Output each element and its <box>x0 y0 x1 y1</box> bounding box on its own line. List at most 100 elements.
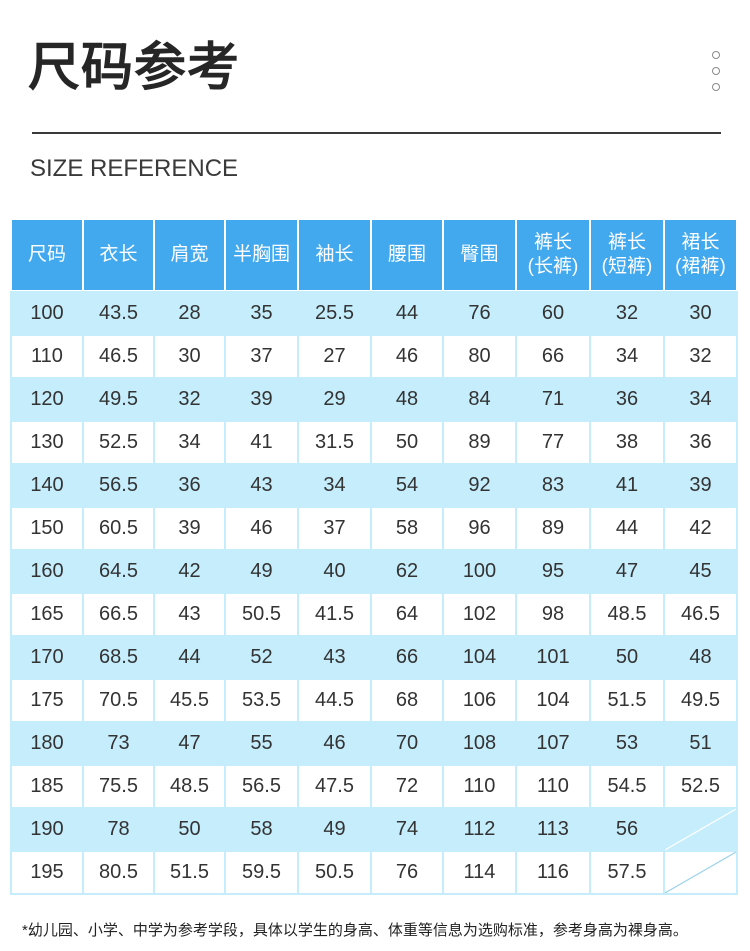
measurement-cell: 51 <box>665 723 736 764</box>
measurement-cell: 64.5 <box>84 551 153 592</box>
measurement-cell: 34 <box>665 379 736 420</box>
measurement-cell: 43.5 <box>84 293 153 334</box>
measurement-cell: 32 <box>591 293 663 334</box>
measurement-cell: 84 <box>444 379 515 420</box>
measurement-cell: 49.5 <box>84 379 153 420</box>
measurement-cell: 48.5 <box>591 594 663 635</box>
measurement-cell: 42 <box>155 551 224 592</box>
measurement-cell: 37 <box>299 508 370 549</box>
table-row: 100 43.5 28 35 25.5 44 76 60 32 30 <box>12 293 736 334</box>
measurement-cell: 68 <box>372 680 442 721</box>
measurement-cell: 66.5 <box>84 594 153 635</box>
measurement-cell: 43 <box>299 637 370 678</box>
column-header-line: (裙裤) <box>675 256 726 277</box>
measurement-cell: 48 <box>372 379 442 420</box>
measurement-cell: 44 <box>155 637 224 678</box>
measurement-cell: 56 <box>591 809 663 850</box>
measurement-cell: 32 <box>155 379 224 420</box>
measurement-cell: 46 <box>226 508 297 549</box>
measurement-cell: 110 <box>517 766 589 807</box>
measurement-cell: 112 <box>444 809 515 850</box>
size-cell: 170 <box>12 637 82 678</box>
size-cell: 190 <box>12 809 82 850</box>
size-cell: 130 <box>12 422 82 463</box>
measurement-cell: 104 <box>517 680 589 721</box>
measurement-cell: 52 <box>226 637 297 678</box>
column-header: 臀围 <box>444 220 515 290</box>
column-header: 半胸围 <box>226 220 297 290</box>
measurement-cell: 76 <box>372 852 442 893</box>
table-row: 110 46.5 30 37 27 46 80 66 34 32 <box>12 336 736 377</box>
measurement-cell: 76 <box>444 293 515 334</box>
measurement-cell: 75.5 <box>84 766 153 807</box>
column-header-line: (短裤) <box>601 256 653 277</box>
measurement-cell: 66 <box>517 336 589 377</box>
column-header-line: 臀围 <box>460 244 499 265</box>
measurement-cell: 64 <box>372 594 442 635</box>
measurement-cell: 80 <box>444 336 515 377</box>
column-header-line: 肩宽 <box>170 244 209 265</box>
measurement-cell: 42 <box>665 508 736 549</box>
measurement-cell: 52.5 <box>665 766 736 807</box>
measurement-cell: 41 <box>226 422 297 463</box>
measurement-cell: 49 <box>226 551 297 592</box>
measurement-cell: 32 <box>665 336 736 377</box>
measurement-cell: 36 <box>591 379 663 420</box>
size-cell: 150 <box>12 508 82 549</box>
measurement-cell: 44 <box>372 293 442 334</box>
measurement-cell: 72 <box>372 766 442 807</box>
measurement-cell: 74 <box>372 809 442 850</box>
measurement-cell: 58 <box>226 809 297 850</box>
measurement-cell: 70 <box>372 723 442 764</box>
three-dots-vertical-icon <box>712 51 720 91</box>
measurement-cell: 47.5 <box>299 766 370 807</box>
measurement-cell: 56.5 <box>84 465 153 506</box>
measurement-cell: 92 <box>444 465 515 506</box>
measurement-cell: 62 <box>372 551 442 592</box>
measurement-cell: 50 <box>591 637 663 678</box>
column-header-line: 裤长 <box>533 232 572 253</box>
measurement-cell: 58 <box>372 508 442 549</box>
size-cell: 165 <box>12 594 82 635</box>
table-row: 140 56.5 36 43 34 54 92 83 41 39 <box>12 465 736 506</box>
size-table-body: 100 43.5 28 35 25.5 44 76 60 32 30 110 46.5 30 37 27 46… <box>10 291 738 895</box>
measurement-cell: 50 <box>155 809 224 850</box>
measurement-cell: 49 <box>299 809 370 850</box>
measurement-cell: 48 <box>665 637 736 678</box>
measurement-cell: 56.5 <box>226 766 297 807</box>
measurement-cell: 46.5 <box>84 336 153 377</box>
measurement-cell: 36 <box>155 465 224 506</box>
column-header: 尺码 <box>12 220 82 290</box>
measurement-cell: 50.5 <box>299 852 370 893</box>
measurement-cell: 51.5 <box>591 680 663 721</box>
size-cell: 195 <box>12 852 82 893</box>
table-row: 180 73 47 55 46 70 108 107 53 51 <box>12 723 736 764</box>
column-header-line: 尺码 <box>27 244 66 265</box>
table-row: 185 75.5 48.5 56.5 47.5 72 110 110 54.5 52.5 <box>12 766 736 807</box>
measurement-cell: 45.5 <box>155 680 224 721</box>
measurement-cell: 70.5 <box>84 680 153 721</box>
diagonal-slash <box>665 852 736 893</box>
measurement-cell: 53.5 <box>226 680 297 721</box>
measurement-cell: 107 <box>517 723 589 764</box>
column-header: 腰围 <box>372 220 442 290</box>
measurement-cell: 113 <box>517 809 589 850</box>
table-row: 130 52.5 34 41 31.5 50 89 77 38 36 <box>12 422 736 463</box>
measurement-cell: 27 <box>299 336 370 377</box>
measurement-cell: 95 <box>517 551 589 592</box>
footnote: *幼儿园、小学、中学为参考学段，具体以学生的身高、体重等信息为选购标准，参考身高… <box>22 922 688 939</box>
measurement-cell: 43 <box>155 594 224 635</box>
measurement-cell: 44.5 <box>299 680 370 721</box>
size-cell: 110 <box>12 336 82 377</box>
size-cell: 185 <box>12 766 82 807</box>
measurement-cell: 60 <box>517 293 589 334</box>
size-cell: 120 <box>12 379 82 420</box>
measurement-cell: 89 <box>517 508 589 549</box>
measurement-cell: 80.5 <box>84 852 153 893</box>
size-cell: 140 <box>12 465 82 506</box>
table-row: 170 68.5 44 52 43 66 104 101 50 48 <box>12 637 736 678</box>
measurement-cell: 48.5 <box>155 766 224 807</box>
measurement-cell: 25.5 <box>299 293 370 334</box>
measurement-cell: 46 <box>299 723 370 764</box>
column-header: 裤长 (长裤) <box>517 220 589 290</box>
